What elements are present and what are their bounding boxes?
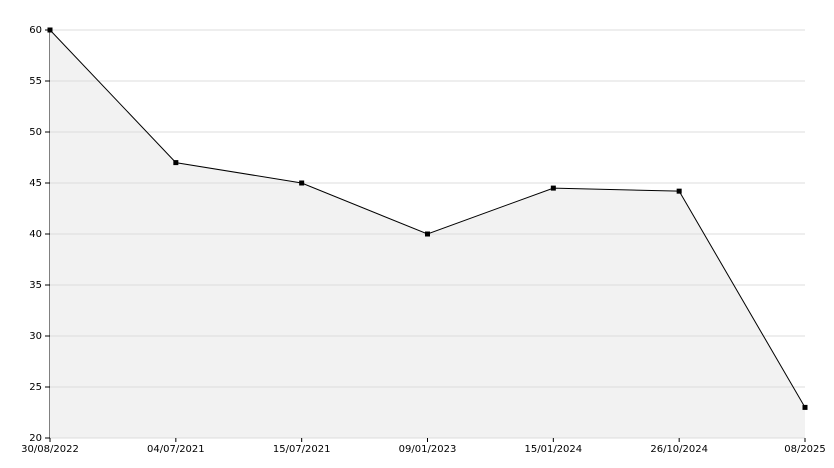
marker — [425, 231, 430, 237]
x-tick-label: 30/08/2022 — [21, 444, 79, 455]
y-tick-label: 40 — [29, 229, 42, 240]
x-tick-label: 08/2025 — [784, 444, 826, 455]
x-tick-label: 26/10/2024 — [650, 444, 708, 455]
x-tick-label: 15/07/2021 — [273, 444, 331, 455]
x-tick-label: 04/07/2021 — [147, 444, 205, 455]
marker — [676, 188, 682, 194]
y-tick-label: 60 — [29, 25, 42, 36]
x-tick-label: 15/01/2024 — [525, 444, 583, 455]
marker — [550, 185, 556, 191]
y-tick-label: 45 — [29, 178, 42, 189]
x-tick-label: 09/01/2023 — [399, 444, 457, 455]
y-tick-label: 55 — [29, 76, 42, 87]
y-tick-label: 30 — [29, 331, 42, 342]
marker — [299, 180, 305, 186]
marker — [173, 160, 179, 166]
y-tick-label: 20 — [29, 433, 42, 444]
marker — [47, 27, 53, 33]
y-tick-label: 35 — [29, 280, 42, 291]
marker — [802, 404, 808, 410]
y-tick-label: 50 — [29, 127, 42, 138]
y-tick-label: 25 — [29, 382, 42, 393]
